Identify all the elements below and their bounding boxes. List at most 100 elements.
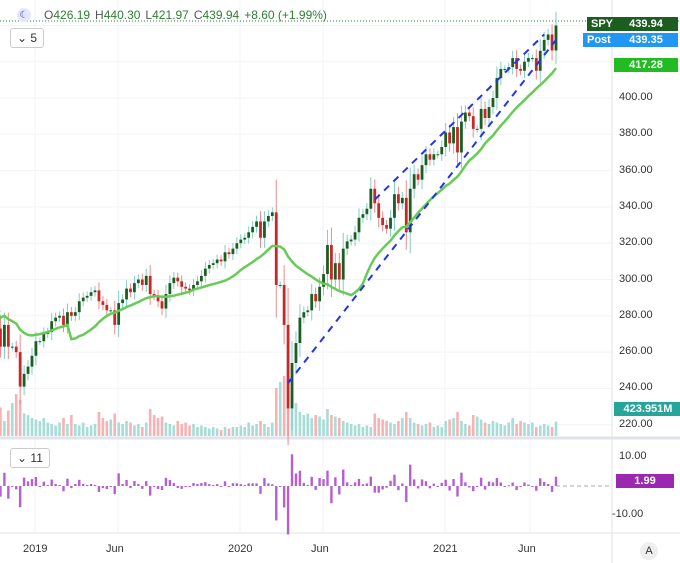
candle-body: [255, 221, 258, 227]
volume-bar: [227, 428, 231, 436]
candle-body: [73, 312, 77, 316]
candle-body: [81, 297, 85, 302]
roc-bar: [464, 482, 467, 486]
volume-bar: [397, 421, 400, 436]
candle-body: [397, 194, 400, 204]
roc-bar: [227, 486, 231, 487]
volume-bar: [141, 427, 144, 436]
collapse-roc-button[interactable]: ⌄ 11: [10, 448, 50, 468]
roc-bar: [349, 485, 353, 487]
roc-bar: [101, 486, 105, 489]
roc-bar: [491, 482, 495, 486]
volume-bar: [507, 422, 511, 436]
roc-bar: [129, 486, 132, 488]
roc-bar: [314, 486, 317, 490]
moon-icon[interactable]: ☾: [17, 8, 31, 22]
roc-bar: [416, 486, 420, 489]
roc-bar: [550, 486, 554, 492]
candle-body: [519, 68, 522, 71]
time-axis-tick: Jun: [106, 543, 124, 555]
volume-bar: [168, 424, 172, 436]
roc-bar: [554, 476, 558, 486]
time-axis-tick: 2019: [23, 543, 48, 555]
roc-bar: [381, 486, 384, 490]
volume-bar: [164, 422, 168, 436]
volume-bar: [436, 425, 440, 436]
candle-body: [393, 194, 396, 218]
volume-bar: [3, 421, 6, 436]
volume-bar: [176, 421, 180, 436]
volume-bar: [491, 421, 495, 436]
roc-bar: [539, 478, 542, 486]
auto-scale-button[interactable]: A: [640, 542, 658, 560]
roc-bar: [42, 481, 45, 486]
roc-bar: [523, 482, 526, 486]
roc-bar: [499, 482, 503, 486]
roc-bar: [0, 486, 2, 497]
volume-value-tag: 423.951M: [614, 402, 680, 416]
roc-bar: [156, 486, 160, 489]
volume-bar: [326, 409, 329, 436]
roc-bar: [231, 483, 235, 486]
roc-bar: [117, 473, 120, 486]
roc-bar: [200, 483, 203, 486]
candle-body: [452, 127, 455, 144]
candle-body: [369, 188, 373, 209]
roc-bar: [479, 477, 483, 486]
candle-body: [286, 324, 290, 409]
volume-bar: [538, 425, 542, 436]
price-axis-tick: 260.00: [619, 345, 653, 358]
roc-bar: [527, 484, 530, 486]
volume-bar: [495, 422, 499, 436]
candle-body: [420, 165, 424, 180]
collapse-indicators-button[interactable]: ⌄ 5: [10, 28, 45, 48]
candle-body: [499, 68, 503, 79]
candle-body: [444, 132, 448, 148]
roc-bar: [46, 484, 49, 486]
candle-body: [85, 295, 89, 298]
candle-body: [448, 132, 452, 144]
candle-body: [298, 317, 302, 344]
candle-body: [440, 147, 444, 155]
volume-bar: [330, 415, 333, 436]
volume-bar: [81, 422, 85, 436]
volume-bar: [318, 416, 321, 436]
candle-body: [381, 217, 385, 226]
roc-bar: [235, 483, 239, 486]
volume-bar: [468, 425, 471, 436]
roc-bar: [109, 486, 112, 487]
candle-body: [247, 232, 251, 238]
candle-body: [373, 188, 377, 204]
volume-bar: [66, 424, 69, 436]
price-axis-tick: 400.00: [619, 91, 653, 103]
open-label: O: [44, 8, 54, 22]
candle-body: [353, 232, 357, 240]
roc-bar: [89, 484, 93, 486]
close-value: C439.94: [194, 8, 239, 22]
trendline: [374, 33, 545, 201]
price-axis-tick: 380.00: [619, 127, 653, 140]
candle-body: [503, 68, 507, 70]
roc-bar: [452, 479, 455, 486]
candle-body: [10, 346, 14, 348]
candle-body: [109, 310, 113, 312]
volume-bar: [251, 425, 254, 436]
volume-bar: [314, 415, 317, 436]
volume-bar: [247, 422, 250, 436]
volume-bar: [349, 424, 353, 436]
roc-bar: [531, 486, 534, 487]
candle-body: [14, 346, 18, 353]
volume-bar: [420, 425, 424, 436]
volume-bar: [503, 425, 507, 436]
roc-bar: [97, 486, 101, 492]
roc-bar: [3, 472, 6, 486]
roc-bar: [542, 481, 546, 486]
volume-bar: [294, 403, 298, 436]
candle-body: [330, 245, 333, 280]
volume-bar: [334, 416, 337, 436]
volume-bar: [519, 421, 522, 436]
close-label: C: [193, 8, 203, 22]
candle-body: [164, 294, 168, 309]
price-axis-tick: 340.00: [619, 199, 653, 212]
